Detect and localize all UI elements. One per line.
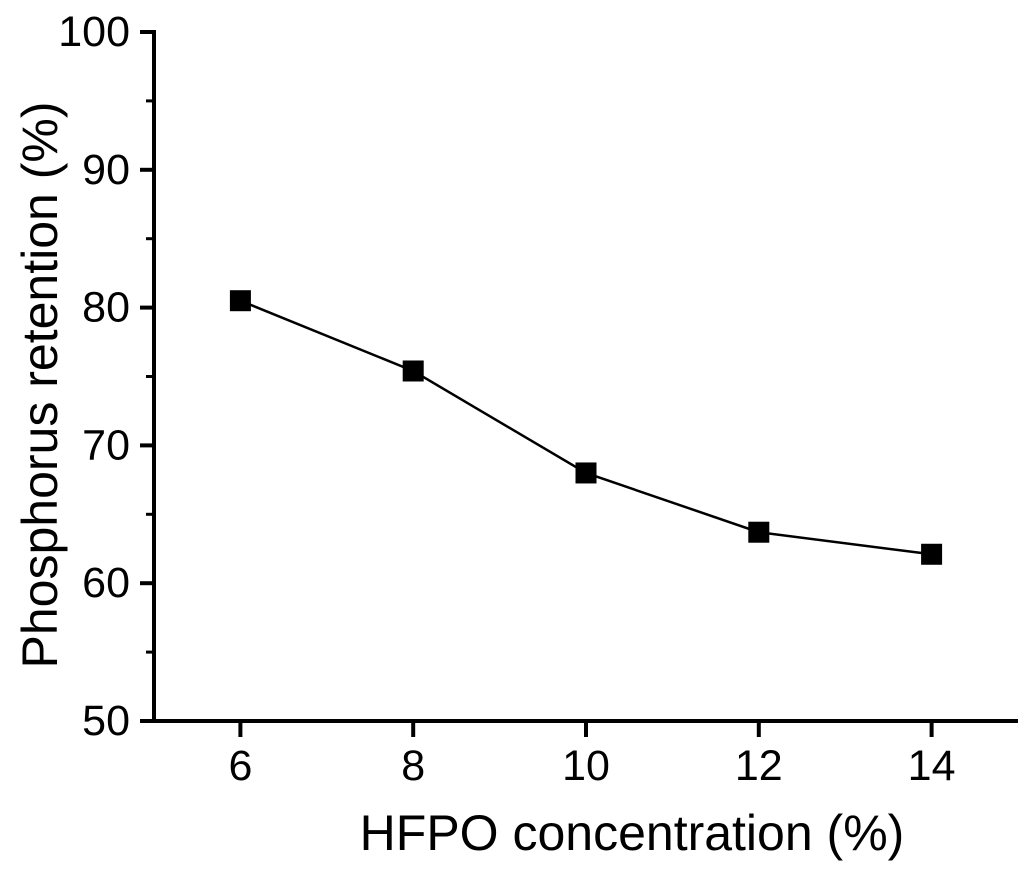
data-point-marker (748, 521, 770, 543)
x-tick-label: 12 (735, 742, 783, 790)
y-tick-label: 80 (82, 284, 130, 332)
y-tick-label: 90 (82, 146, 130, 194)
x-tick-label: 10 (562, 742, 610, 790)
x-tick-label: 14 (908, 742, 956, 790)
data-point-marker (575, 462, 597, 484)
x-tick-label: 8 (401, 742, 425, 790)
series-line (239, 299, 932, 556)
y-tick-label: 50 (82, 697, 130, 745)
data-point-marker (229, 290, 251, 312)
y-tick-label: 100 (58, 8, 130, 56)
y-tick-label: 60 (82, 559, 130, 607)
x-axis-title: HFPO concentration (%) (359, 805, 905, 861)
data-point-marker (402, 360, 424, 382)
data-point-marker (921, 543, 943, 565)
x-tick-label: 6 (228, 742, 252, 790)
y-tick-label: 70 (82, 421, 130, 469)
y-axis-title: Phosphorus retention (%) (12, 101, 68, 669)
